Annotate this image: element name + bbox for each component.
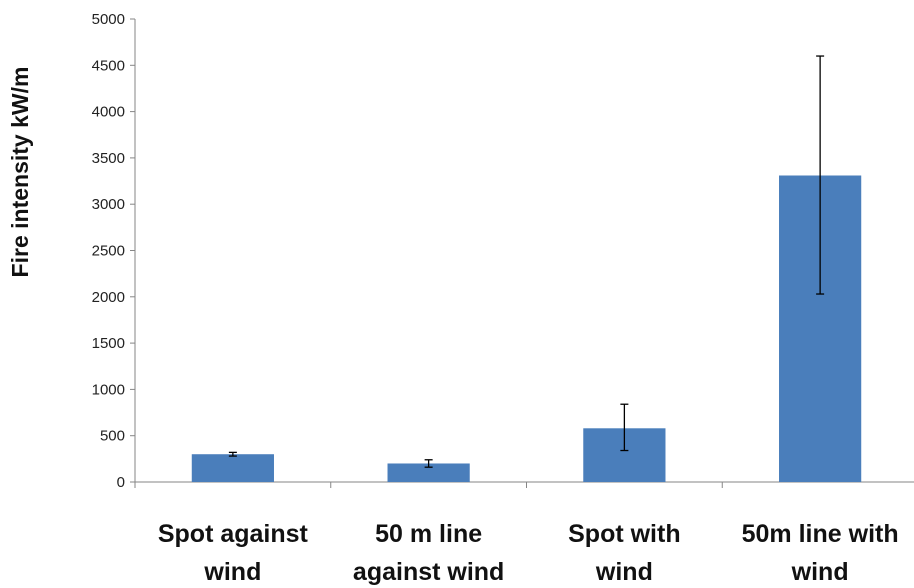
bars (191, 175, 862, 482)
category-label-line: Spot with (568, 520, 680, 548)
category-label-line: against wind (353, 558, 504, 586)
bar (387, 463, 470, 482)
y-tick-labels: 0 500 1000 1500 2000 2500 3000 3500 4000 4500 5000 (92, 11, 125, 491)
category-label: 50m line with wind (742, 520, 899, 586)
category-labels: Spot against wind 50 m line against wind Spo… (158, 520, 899, 586)
y-tick-label: 1500 (92, 335, 125, 352)
y-axis-title-group: Fire intensity kW/m (7, 67, 33, 278)
y-tick-label: 4000 (92, 104, 125, 121)
y-tick-label: 3500 (92, 150, 125, 167)
error-bars (228, 55, 825, 468)
category-label-line: 50m line with (742, 520, 899, 548)
y-axis-title: Fire intensity kW/m (7, 67, 33, 278)
category-label-line: wind (791, 558, 849, 586)
category-label-line: wind (595, 558, 653, 586)
y-tick-label: 500 (100, 428, 125, 445)
category-label: Spot against wind (158, 520, 309, 586)
y-tick-label: 4500 (92, 57, 125, 74)
y-tick-label: 3000 (92, 196, 125, 213)
y-tick-label: 1000 (92, 381, 125, 398)
category-label-line: 50 m line (375, 520, 482, 548)
y-tick-label: 5000 (92, 11, 125, 28)
bar (191, 454, 274, 482)
category-label-line: wind (203, 558, 261, 586)
category-label: 50 m line against wind (353, 520, 504, 586)
y-tick-label: 2000 (92, 289, 125, 306)
category-label: Spot with wind (568, 520, 680, 586)
y-tick-label: 2500 (92, 243, 125, 260)
y-tick-label: 0 (117, 474, 125, 491)
category-label-line: Spot against (158, 520, 309, 548)
